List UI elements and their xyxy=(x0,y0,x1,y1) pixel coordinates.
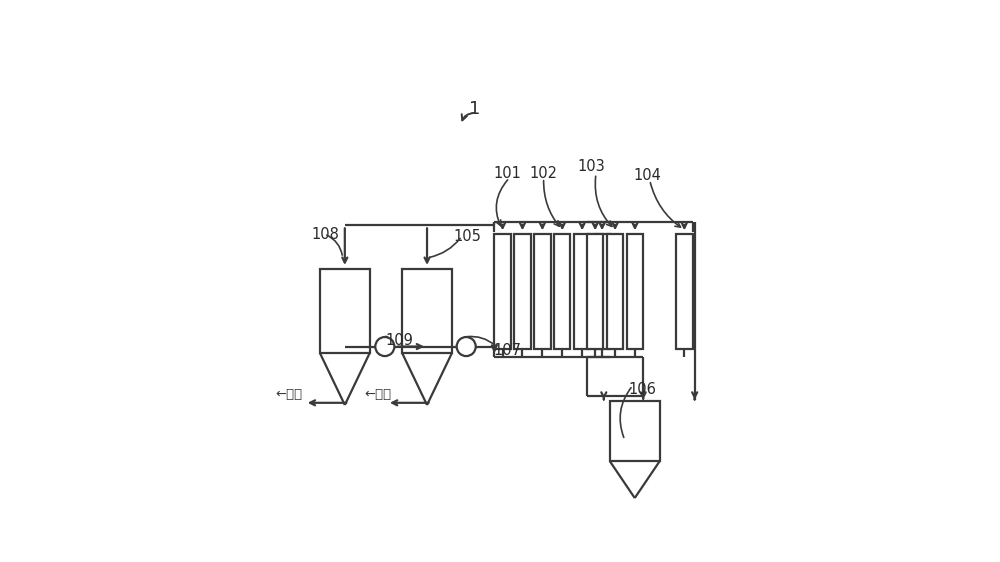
Bar xyxy=(574,234,590,348)
Bar xyxy=(534,234,551,348)
Bar xyxy=(494,234,511,348)
Bar xyxy=(402,269,452,353)
Bar xyxy=(554,234,570,348)
Bar xyxy=(320,269,370,353)
Text: 107: 107 xyxy=(493,343,521,359)
Text: 104: 104 xyxy=(634,168,661,183)
Text: ←排渣: ←排渣 xyxy=(275,388,303,401)
Text: 103: 103 xyxy=(578,160,606,174)
Bar xyxy=(594,234,610,348)
Circle shape xyxy=(375,337,394,356)
Bar xyxy=(676,234,693,348)
Bar xyxy=(587,234,603,348)
Bar xyxy=(607,234,623,348)
Bar xyxy=(627,234,643,348)
Text: 102: 102 xyxy=(530,166,558,181)
Text: 105: 105 xyxy=(453,229,481,244)
Circle shape xyxy=(457,337,476,356)
Text: 106: 106 xyxy=(628,382,656,397)
Bar xyxy=(514,234,531,348)
Bar xyxy=(610,401,660,461)
Text: 108: 108 xyxy=(311,226,339,242)
Text: 101: 101 xyxy=(493,166,521,181)
Text: 109: 109 xyxy=(386,333,414,347)
Text: ←排渣: ←排渣 xyxy=(364,388,391,401)
Text: 1: 1 xyxy=(469,99,481,117)
